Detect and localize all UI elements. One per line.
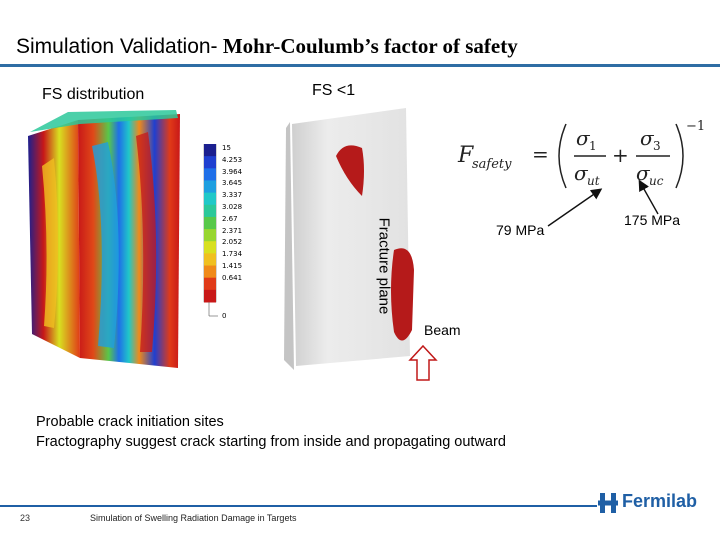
- colorbar-tick-label: 15: [222, 144, 231, 152]
- colorbar-swatch: [204, 192, 216, 206]
- eq-sigma1-sub: 1: [589, 139, 597, 153]
- fracture-plane-label: Fracture plane: [374, 206, 394, 326]
- grey-block-edge: [284, 122, 294, 370]
- colorbar: [203, 144, 218, 317]
- fractography-text: Fractography suggest crack starting from…: [36, 434, 506, 450]
- block-band: [92, 142, 119, 348]
- ultimate-tensile-label: 79 MPa: [496, 222, 545, 238]
- colorbar-swatch: [204, 289, 216, 303]
- colorbar-swatch: [204, 229, 216, 242]
- pointer-arrows: [547, 179, 659, 227]
- colorbar-swatch: [204, 156, 216, 169]
- fermilab-logo-text: Fermilab: [622, 491, 698, 511]
- slide-title-serif: Mohr-Coulumb’s factor of safety: [217, 34, 518, 58]
- eq-sigma1: σ: [576, 126, 591, 150]
- colorbar-tick-label: 3.337: [222, 191, 243, 200]
- fermilab-logo-icon: [598, 493, 618, 513]
- colorbar-tick-label: 2.371: [222, 226, 243, 235]
- colorbar-tick-label: 2.052: [222, 238, 243, 247]
- colorbar-swatch: [204, 241, 216, 254]
- eq-denom1: σ: [574, 161, 589, 185]
- fracture-plane-text: Fracture plane: [375, 217, 393, 315]
- block-band: [136, 132, 157, 352]
- slide-title: Simulation Validation- Mohr-Coulumb’s fa…: [16, 34, 518, 59]
- fracture-region-top: [336, 145, 364, 196]
- colorbar-swatch: [204, 168, 216, 181]
- colorbar-tick-label: 3.645: [222, 179, 243, 188]
- eq-lhs-sub: safety: [472, 157, 512, 172]
- safety-equation: F safety = σ 1 σ ut + σ 3 σ uc −1: [457, 119, 705, 189]
- fs-distribution-label: FS distribution: [42, 86, 145, 103]
- eq-sigma3-sub: 3: [653, 139, 661, 153]
- colorbar-swatch: [204, 204, 216, 218]
- slide-title-sans: Simulation Validation-: [16, 35, 218, 58]
- arrow-ut: [547, 188, 603, 227]
- arrow-uc: [638, 179, 659, 215]
- colorbar-tick-label: 2.67: [222, 214, 238, 223]
- title-divider: [0, 64, 720, 67]
- fs-lt1-image: [284, 108, 414, 370]
- beam-label: Beam: [424, 322, 461, 338]
- colorbar-tick-label: 3.964: [222, 167, 243, 176]
- eq-lhs: F: [457, 143, 474, 168]
- eq-paren-left: [558, 123, 567, 189]
- crack-sites-text: Probable crack initiation sites: [36, 414, 224, 430]
- eq-sigma3: σ: [640, 126, 655, 150]
- footer-divider: [0, 505, 597, 507]
- page-number: 23: [20, 513, 31, 523]
- block-band: [42, 158, 58, 328]
- colorbar-tick-label: 1.734: [222, 250, 243, 259]
- eq-denom3: σ: [636, 161, 651, 185]
- eq-denom1-sub: ut: [587, 174, 600, 188]
- eq-plus: +: [612, 143, 629, 167]
- fs-distribution-image: [28, 110, 180, 368]
- colorbar-swatch: [204, 144, 216, 157]
- colorbar-tick-label: 1.415: [222, 262, 243, 270]
- colorbar-swatch: [204, 253, 216, 267]
- colorbar-tick-label: 0.641: [222, 273, 243, 282]
- beam-arrow-icon: [408, 344, 438, 381]
- colorbar-tick-label: 0: [222, 312, 227, 320]
- colorbar-swatch: [204, 277, 216, 291]
- colorbar-swatch: [204, 265, 216, 279]
- colorbar-swatch: [204, 180, 216, 194]
- block-top-face: [30, 110, 178, 132]
- colorbar-tick-label: 4.253: [222, 155, 243, 164]
- eq-paren-right: [675, 123, 684, 189]
- eq-denom3-sub: uc: [649, 174, 664, 188]
- fs-lt1-label: FS <1: [312, 82, 356, 99]
- footer-title: Simulation of Swelling Radiation Damage …: [90, 513, 297, 523]
- fermilab-logo: Fermilab: [598, 490, 710, 514]
- colorbar-swatch: [204, 216, 216, 230]
- ultimate-compressive-label: 175 MPa: [624, 212, 681, 228]
- eq-exponent: −1: [686, 119, 705, 134]
- grey-block: [292, 108, 410, 366]
- fracture-region-side: [391, 248, 414, 341]
- colorbar-tick-label: 3.028: [222, 203, 243, 211]
- eq-equals: =: [532, 142, 549, 166]
